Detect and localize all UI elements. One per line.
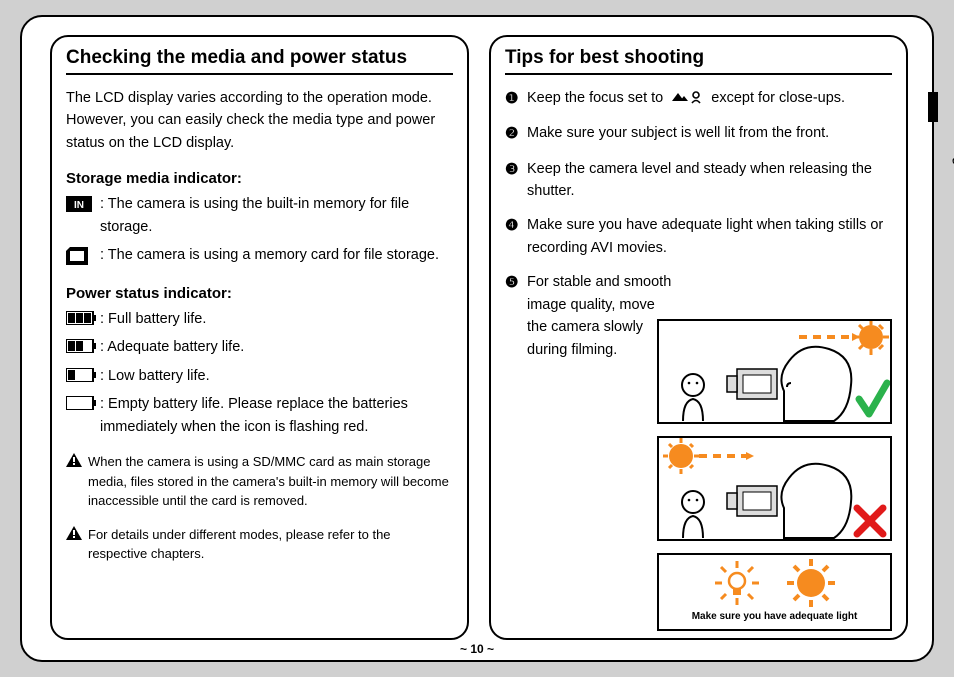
storage-item-card-text: : The camera is using a memory card for …	[100, 244, 453, 266]
illustration-caption: Make sure you have adequate light	[659, 611, 890, 622]
illustration-bad-lighting	[657, 436, 892, 541]
tip-num-1: ❶	[505, 87, 527, 110]
power-item-empty: : Empty battery life. Please replace the…	[66, 393, 453, 438]
warning-icon	[66, 525, 88, 564]
thumb-tab	[928, 92, 938, 122]
tip-5-text: For stable and smooth image quality, mov…	[527, 271, 677, 361]
page-number: ~ 10 ~	[22, 642, 932, 656]
tip-4-text: Make sure you have adequate light when t…	[527, 214, 892, 259]
storage-item-internal-text: : The camera is using the built-in memor…	[100, 193, 453, 238]
battery-low-icon	[66, 365, 100, 387]
tip-num-3: ❸	[505, 158, 527, 203]
warning-icon	[66, 452, 88, 511]
storage-item-card: : The camera is using a memory card for …	[66, 244, 453, 266]
landscape-portrait-icon	[667, 90, 711, 106]
power-empty-text: : Empty battery life. Please replace the…	[100, 393, 453, 438]
tip-2-text: Make sure your subject is well lit from …	[527, 122, 892, 145]
right-title: Tips for best shooting	[505, 47, 892, 75]
power-heading: Power status indicator:	[66, 285, 453, 302]
note-sd-text: When the camera is using a SD/MMC card a…	[88, 452, 453, 511]
tip1-post: except for close-ups.	[711, 90, 845, 106]
power-full-text: : Full battery life.	[100, 308, 453, 330]
storage-heading: Storage media indicator:	[66, 170, 453, 187]
note-sd-card: When the camera is using a SD/MMC card a…	[66, 452, 453, 511]
svg-text:IN: IN	[74, 200, 84, 211]
tip-num-2: ❷	[505, 122, 527, 145]
tip-num-4: ❹	[505, 214, 527, 259]
illustration-good-lighting	[657, 319, 892, 424]
power-item-full: : Full battery life.	[66, 308, 453, 330]
internal-memory-icon: IN	[66, 193, 100, 238]
note-details-text: For details under different modes, pleas…	[88, 525, 453, 564]
tip-1-text: Keep the focus set to except for close-u…	[527, 87, 892, 110]
note-details: For details under different modes, pleas…	[66, 525, 453, 564]
power-low-text: : Low battery life.	[100, 365, 453, 387]
power-item-adequate: : Adequate battery life.	[66, 336, 453, 358]
battery-empty-icon	[66, 393, 100, 438]
tip-num-5: ❺	[505, 271, 527, 361]
left-panel: Checking the media and power status The …	[50, 35, 469, 640]
memory-card-icon	[66, 244, 100, 266]
tip-4: ❹ Make sure you have adequate light when…	[505, 214, 892, 259]
illustration-adequate-light: Make sure you have adequate light	[657, 553, 892, 631]
battery-adequate-icon	[66, 336, 100, 358]
right-panel: Tips for best shooting ❶ Keep the focus …	[489, 35, 908, 640]
tip-2: ❷ Make sure your subject is well lit fro…	[505, 122, 892, 145]
tip-3: ❸ Keep the camera level and steady when …	[505, 158, 892, 203]
tip1-pre: Keep the focus set to	[527, 90, 667, 106]
left-intro: The LCD display varies according to the …	[66, 87, 453, 154]
tip-3-text: Keep the camera level and steady when re…	[527, 158, 892, 203]
storage-item-internal: IN : The camera is using the built-in me…	[66, 193, 453, 238]
battery-full-icon	[66, 308, 100, 330]
tip-1: ❶ Keep the focus set to except for close…	[505, 87, 892, 110]
power-item-low: : Low battery life.	[66, 365, 453, 387]
page-frame: Getting Started Checking the media and p…	[20, 15, 934, 662]
illustration-stack: Make sure you have adequate light	[657, 319, 892, 643]
power-adequate-text: : Adequate battery life.	[100, 336, 453, 358]
left-title: Checking the media and power status	[66, 47, 453, 75]
